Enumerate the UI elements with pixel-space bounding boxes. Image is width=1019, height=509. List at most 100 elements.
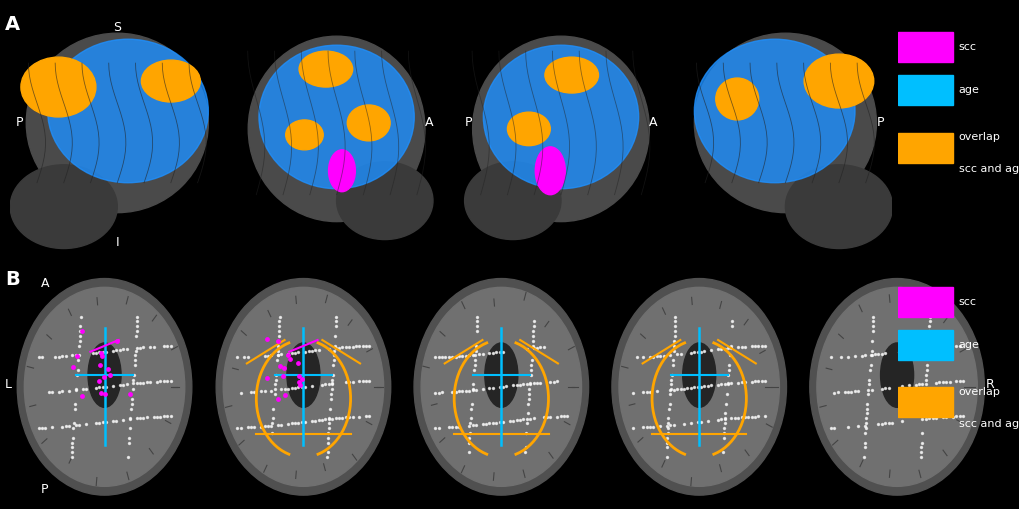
Point [864,322,880,330]
Point [467,356,483,364]
Point [833,353,849,361]
Point [71,421,88,429]
Point [324,371,340,379]
Point [461,351,477,359]
Point [478,420,494,428]
Point [518,345,534,353]
Point [319,448,335,456]
Point [461,386,477,394]
Point [280,420,297,428]
Point [263,421,279,430]
Point [716,419,733,427]
Ellipse shape [286,343,320,407]
Point [326,347,342,355]
Point [733,343,749,351]
Point [463,405,479,413]
Point [726,414,742,422]
Point [920,327,936,335]
Point [519,409,535,417]
Ellipse shape [785,165,892,248]
Point [256,352,272,360]
Point [277,390,293,399]
Text: S: S [113,21,121,34]
Point [123,405,140,413]
Point [111,346,127,354]
Point [281,355,298,363]
Point [264,414,280,422]
Point [128,332,145,340]
Point [327,332,343,340]
Point [522,379,538,387]
Ellipse shape [48,39,208,183]
Point [722,318,739,326]
Point [625,423,641,432]
Point [719,379,736,387]
Ellipse shape [619,287,779,487]
Point [856,443,872,451]
Point [64,448,81,456]
Point [450,352,467,360]
Point [263,351,279,359]
Point [535,343,551,351]
Point [933,343,950,351]
Point [344,378,361,386]
Point [63,453,79,461]
Point [910,380,926,388]
Point [528,379,544,387]
Point [264,419,280,427]
Point [146,413,162,421]
Point [334,414,351,422]
Point [99,364,115,373]
Point [753,377,769,385]
Point [719,371,736,379]
Point [149,378,165,386]
Point [860,380,876,388]
Point [672,385,688,393]
Point [142,378,158,386]
Point [722,344,739,352]
Point [468,342,484,350]
Point [122,414,139,422]
Point [279,351,296,359]
Point [109,337,125,345]
Point [156,377,172,385]
Point [718,380,735,388]
Point [73,392,90,400]
Point [461,448,477,456]
Point [645,352,661,360]
Point [293,418,310,426]
Point [159,412,175,420]
Point [676,420,692,428]
Point [494,348,511,356]
Point [628,353,644,361]
Ellipse shape [715,78,758,120]
Point [461,421,477,430]
Point [72,322,89,330]
Point [124,385,141,393]
Point [270,351,286,359]
Point [253,387,269,395]
Point [355,377,371,385]
Point [481,349,497,357]
Point [96,373,112,381]
Point [879,419,896,427]
Point [98,418,114,426]
Point [846,352,862,360]
Bar [897,387,952,417]
Point [314,416,330,424]
Point [525,327,541,335]
Point [330,344,346,352]
Point [641,353,657,361]
Point [736,378,752,386]
Point [736,413,752,421]
Point [937,343,954,351]
Point [692,383,708,391]
Point [273,420,289,429]
Point [98,348,114,356]
Point [92,361,108,370]
Point [913,380,929,388]
Point [491,418,507,426]
Point [488,348,504,356]
Point [271,322,287,330]
Ellipse shape [259,45,414,189]
